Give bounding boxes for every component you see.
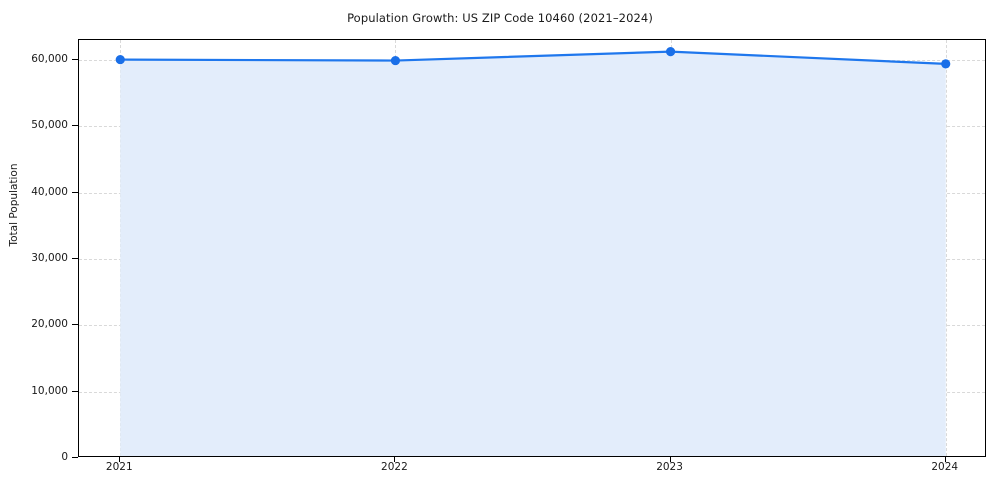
y-axis-tick-mark [72,457,78,458]
y-axis-tick-labels: 0 10,000 20,000 30,000 40,000 50,000 60,000 [0,39,68,463]
x-axis-tick-labels: 2021 2022 2023 2024 [78,461,986,485]
y-axis-tick-mark [72,58,78,60]
y-axis-tick-label: 10,000 [31,384,68,397]
plot-area [78,39,986,457]
x-axis-tick-mark [669,457,671,462]
chart-title: Population Growth: US ZIP Code 10460 (20… [347,11,653,25]
data-point-marker [390,55,401,66]
y-axis-tick-mark [72,125,78,127]
y-axis-tick-mark [72,390,78,392]
y-axis-tick-label: 20,000 [31,318,68,331]
y-axis-tick-label: 30,000 [31,251,68,264]
x-axis-tick-mark [119,457,121,462]
x-axis-tick-mark [944,457,946,462]
plot-inner [79,40,985,456]
y-axis-tick-label: 40,000 [31,185,68,198]
area-fill-path [120,51,946,456]
y-axis-tick-label: 60,000 [31,52,68,65]
data-point-marker [115,54,125,65]
x-axis-tick-label: 2024 [931,461,959,473]
x-axis-tick-label: 2022 [381,461,408,473]
y-axis-tick-label: 0 [61,451,68,463]
x-axis-tick-label: 2023 [656,461,683,473]
y-axis-tick-marks [0,39,78,458]
data-point-marker [665,47,676,57]
y-axis-tick-mark [72,191,78,193]
data-series-group [115,47,951,456]
line-series-path [119,50,947,65]
x-axis-tick-mark [394,457,396,462]
y-axis-tick-label: 50,000 [31,119,68,132]
y-axis-tick-mark [72,257,78,259]
data-point-markers [115,47,951,69]
gridline-vertical [945,40,947,456]
x-axis-tick-label: 2021 [105,461,133,473]
data-point-marker [941,59,951,69]
y-axis-tick-mark [72,324,78,326]
